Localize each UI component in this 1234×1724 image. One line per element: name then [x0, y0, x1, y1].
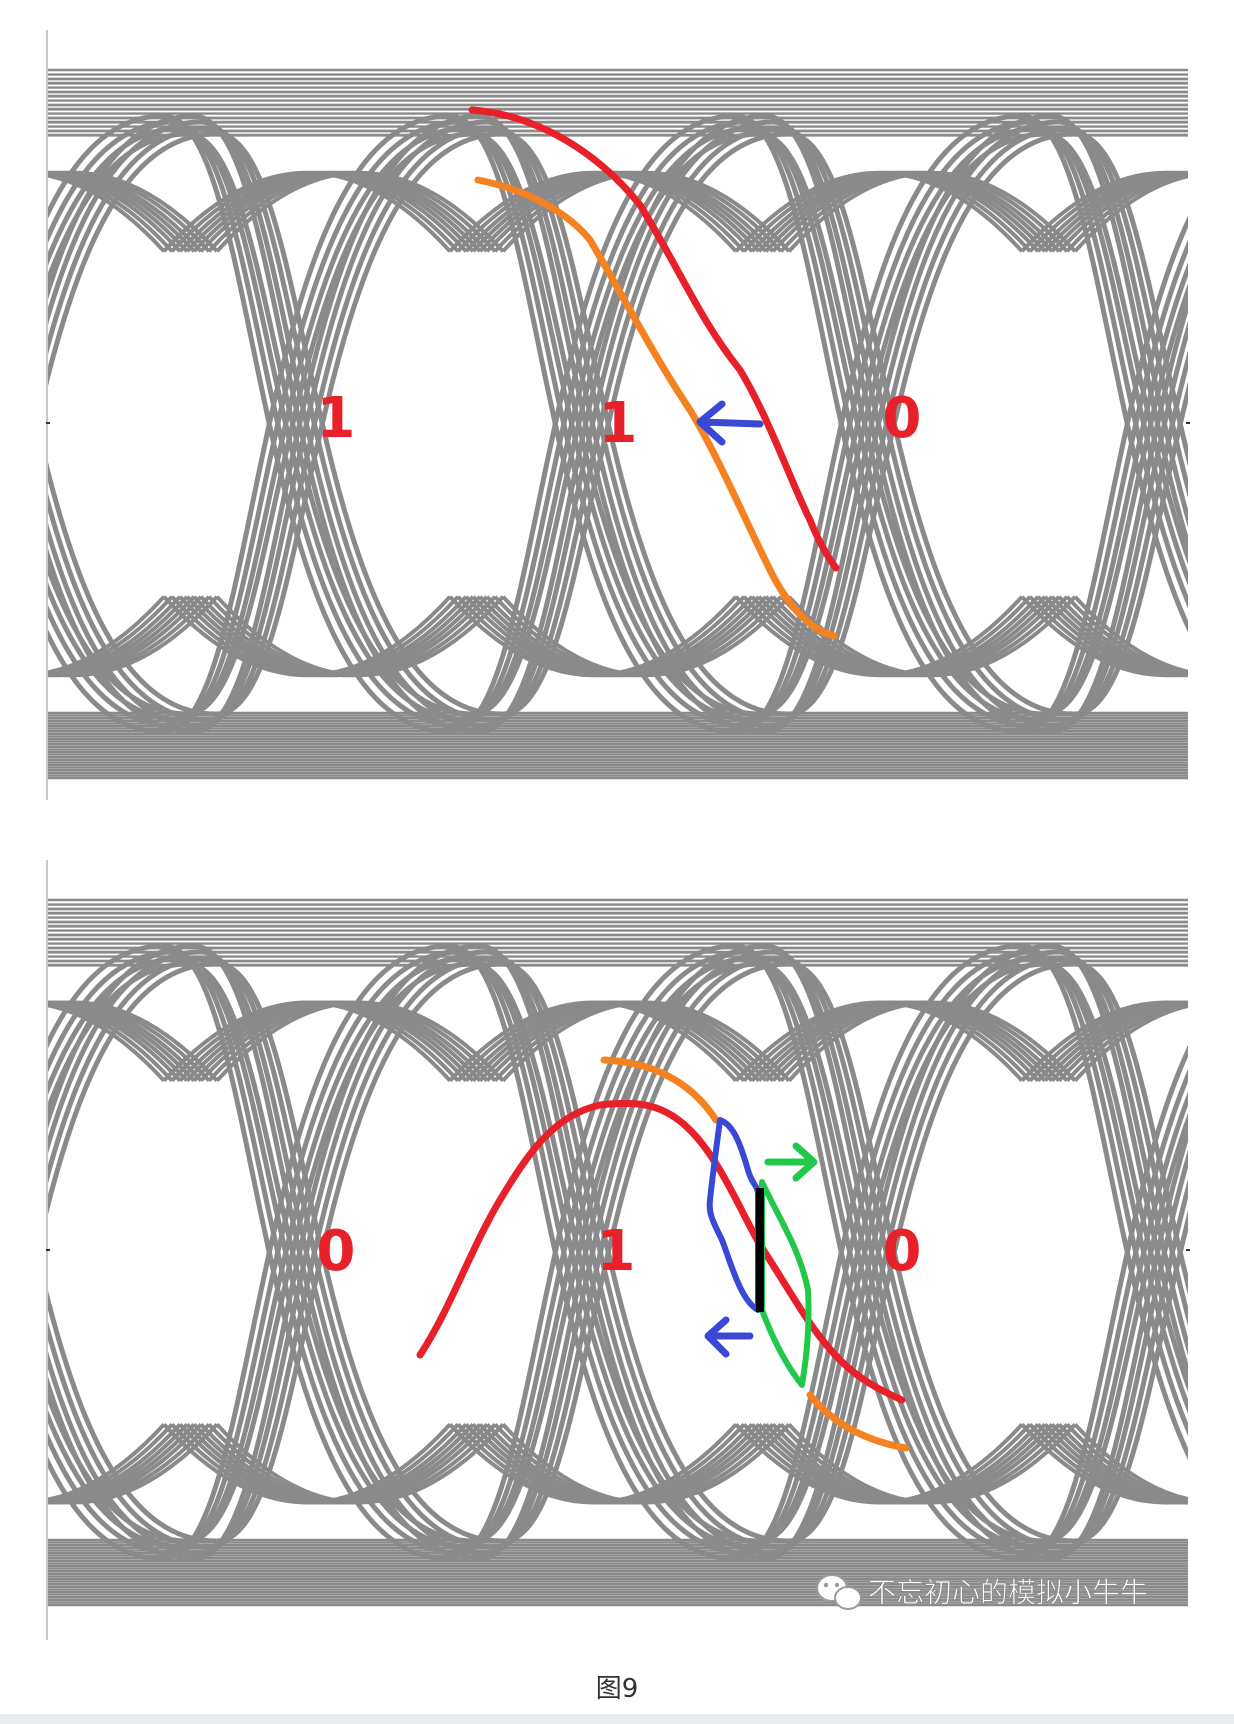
bottom-green-arrow [764, 1142, 818, 1182]
top-orange-trace-annotation [474, 176, 838, 640]
top-bit-label-3: 0 [883, 386, 922, 451]
bottom-blue-arrow [704, 1316, 754, 1358]
bottom-eye-traces [48, 898, 1188, 1607]
top-bit-labels: 1 1 0 [317, 386, 922, 456]
watermark-text: 不忘初心的模拟小牛牛 [868, 1576, 1148, 1609]
watermark: 不忘初心的模拟小牛牛 [816, 1574, 1148, 1610]
wechat-icon [816, 1574, 862, 1610]
bottom-red-trace-annotation [416, 1099, 906, 1404]
bottom-bit-label-3: 0 [883, 1219, 922, 1284]
bottom-bit-label-1: 0 [317, 1219, 356, 1284]
bottom-bit-labels: 0 1 0 [317, 1219, 922, 1284]
bottom-annotations [416, 1056, 910, 1452]
top-red-trace-annotation [468, 106, 840, 572]
bottom-eye-diagram: 0 1 0 不忘初心的模拟小牛牛 [48, 898, 1188, 1610]
top-blue-arrow [696, 400, 764, 446]
top-eye-traces [48, 68, 1188, 780]
figure-caption: 图9 [595, 1674, 639, 1704]
bottom-green-outline-annotation [759, 1179, 812, 1388]
top-bit-label-2: 1 [599, 391, 638, 456]
top-eye-diagram: 1 1 0 [48, 68, 1188, 780]
bottom-blue-outline-annotation [706, 1117, 761, 1313]
top-bit-label-1: 1 [317, 386, 356, 451]
bottom-divider [0, 1714, 1234, 1724]
bottom-bit-label-2: 1 [597, 1219, 636, 1284]
top-annotations [468, 106, 840, 640]
bottom-orange-trace-annotation [600, 1056, 910, 1452]
edge-ticks [46, 422, 1190, 1251]
